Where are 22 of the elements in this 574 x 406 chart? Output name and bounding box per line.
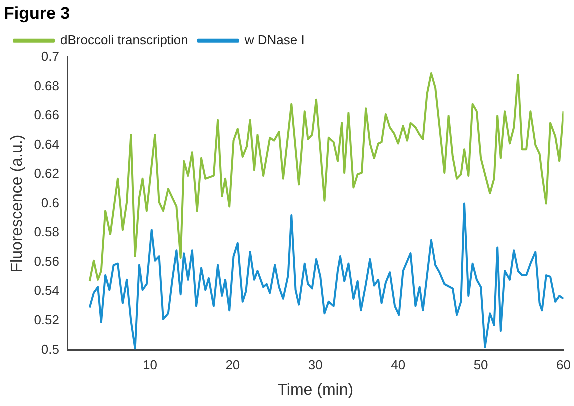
y-tick-label: 0.5	[41, 342, 60, 357]
x-tick-label: 20	[226, 358, 240, 373]
y-tick-label: 0.56	[34, 254, 60, 269]
y-tick-label: 0.58	[34, 224, 60, 240]
legend-label: w DNase I	[244, 32, 305, 48]
legend-label: dBroccoli transcription	[60, 32, 188, 48]
x-tick-label: 10	[142, 358, 158, 373]
x-tick-label: 60	[556, 358, 572, 373]
chart-title: Figure 3	[4, 4, 70, 23]
y-tick-label: 0.68	[34, 78, 60, 94]
y-tick-label: 0.62	[34, 166, 60, 182]
x-axis-title: Time (min)	[278, 382, 354, 399]
x-tick-label: 30	[308, 358, 323, 373]
y-tick-label: 0.66	[34, 108, 60, 123]
y-tick-label: 0.52	[34, 312, 60, 328]
y-tick-label: 0.7	[41, 48, 60, 64]
x-tick-label: 40	[391, 358, 406, 373]
y-tick-label: 0.54	[34, 283, 60, 298]
x-tick-label: 50	[474, 358, 488, 373]
y-axis-title: Fluorescence (a.u.)	[9, 134, 26, 273]
y-tick-label: 0.64	[34, 136, 60, 152]
y-tick-label: 0.6	[41, 195, 60, 210]
